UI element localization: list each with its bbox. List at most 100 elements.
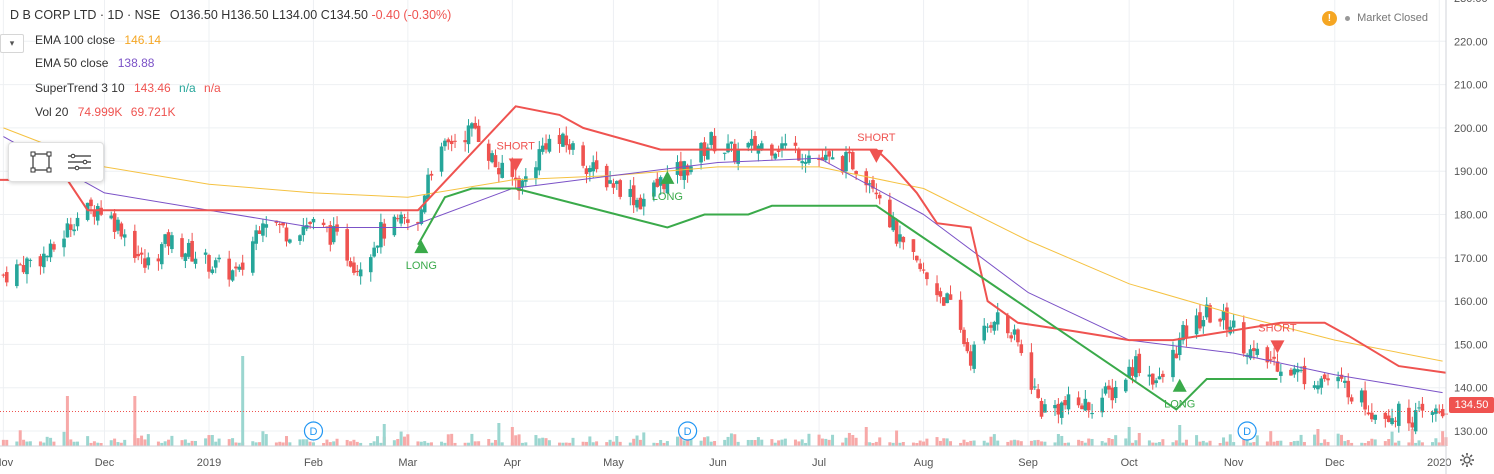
volume-bar: [99, 442, 103, 446]
gear-icon[interactable]: [1459, 452, 1475, 468]
candle-body: [948, 294, 953, 300]
candle-body: [352, 262, 356, 273]
volume-bar: [440, 441, 444, 446]
volume-bar: [1366, 441, 1370, 446]
candle-body: [631, 185, 636, 206]
market-status[interactable]: ! Market Closed: [1321, 9, 1428, 27]
volume-bar: [170, 435, 174, 446]
candle-body: [534, 167, 538, 179]
volume-bar: [682, 440, 686, 446]
volume-bar: [1147, 440, 1151, 446]
candle-body: [1417, 407, 1421, 409]
volume-bar: [359, 442, 363, 446]
legend-ema50[interactable]: EMA 50 close 138.88: [35, 53, 159, 73]
volume-bar: [69, 439, 73, 446]
volume-bar: [52, 441, 56, 446]
volume-bar: [938, 440, 942, 446]
interval-label[interactable]: 1D: [107, 8, 124, 22]
candle-body: [186, 242, 191, 257]
volume-bar: [278, 441, 282, 446]
volume-bar: [804, 442, 808, 446]
legend-supertrend[interactable]: SuperTrend 3 10 143.46 n/a n/a: [35, 78, 226, 98]
candle-body: [972, 344, 976, 369]
candle-body: [513, 177, 518, 181]
volume-bar: [1437, 442, 1441, 446]
legend-collapse-button[interactable]: ▾: [0, 34, 24, 53]
volume-bar: [864, 427, 868, 446]
volume-bar: [918, 440, 922, 446]
volume-bar: [665, 441, 669, 446]
candle-body: [1053, 405, 1057, 409]
candle-body: [304, 225, 309, 229]
x-tick-label: Aug: [914, 457, 934, 469]
candle-body: [517, 178, 521, 192]
candle-body: [1359, 390, 1364, 403]
volume-bar: [868, 442, 872, 446]
volume-bar: [18, 430, 22, 446]
volume-bar: [109, 440, 113, 446]
candle-body: [874, 192, 879, 195]
candle-body: [1204, 304, 1209, 318]
close-value: C134.50: [320, 8, 368, 22]
candle-body: [1181, 324, 1185, 341]
candle-body: [891, 217, 896, 231]
candle-body: [820, 157, 825, 161]
candle-body: [510, 161, 515, 177]
volume-bar: [22, 439, 26, 446]
volume-bar: [372, 441, 376, 446]
volume-bar: [237, 442, 241, 446]
x-tick-label: Jun: [709, 457, 727, 469]
rectangle-select-icon[interactable]: [27, 148, 55, 176]
candle-body: [298, 235, 302, 241]
volume-bar: [231, 438, 235, 446]
volume-bar: [510, 427, 514, 446]
candle-body: [4, 272, 9, 283]
volume-bar: [1387, 439, 1391, 446]
legend-volume[interactable]: Vol 20 74.999K 69.721K: [35, 102, 181, 122]
candle-body: [753, 136, 757, 150]
candle-body: [1137, 353, 1142, 374]
candle-body: [1154, 380, 1158, 384]
volume-bar: [1036, 439, 1040, 446]
candle-body: [1174, 353, 1179, 359]
candle-body: [1221, 311, 1226, 321]
candle-body: [1194, 315, 1199, 335]
candle-body: [938, 291, 943, 297]
volume-bar: [726, 436, 730, 446]
volume-bar: [1053, 442, 1057, 446]
candle-body: [840, 156, 845, 173]
candle-body: [1019, 344, 1024, 354]
volume-bar: [534, 435, 538, 446]
candle-body: [561, 133, 565, 147]
volume-bar: [190, 440, 194, 446]
menu-lines-icon[interactable]: [65, 148, 93, 176]
candle-body: [379, 222, 383, 248]
volume-bar: [1157, 442, 1161, 446]
candle-body: [486, 143, 491, 161]
legend-ema100[interactable]: EMA 100 close 146.14: [35, 30, 166, 50]
signal-label: LONG: [406, 260, 437, 272]
volume-bar: [800, 439, 804, 446]
candle-body: [591, 162, 596, 172]
volume-bar: [251, 441, 255, 446]
volume-bar: [1275, 440, 1279, 446]
candle-body: [982, 325, 987, 341]
dividend-marker: [1237, 421, 1257, 441]
volume-bar: [945, 438, 949, 446]
symbol-name[interactable]: D B CORP LTD: [10, 8, 97, 22]
candle-body: [925, 272, 929, 280]
volume-bar: [1360, 442, 1364, 446]
volume-bar: [770, 439, 774, 446]
warning-icon[interactable]: !: [1321, 10, 1337, 26]
volume-bar: [1292, 441, 1296, 446]
candle-body: [935, 283, 939, 296]
signal-label: SHORT: [1258, 322, 1297, 334]
volume-bar: [662, 442, 666, 446]
volume-bar: [416, 441, 420, 446]
volume-bar: [996, 440, 1000, 446]
volume-bar: [123, 439, 127, 446]
candle-body: [345, 229, 349, 261]
volume-bar: [1, 439, 5, 446]
volume-bar: [72, 441, 76, 446]
